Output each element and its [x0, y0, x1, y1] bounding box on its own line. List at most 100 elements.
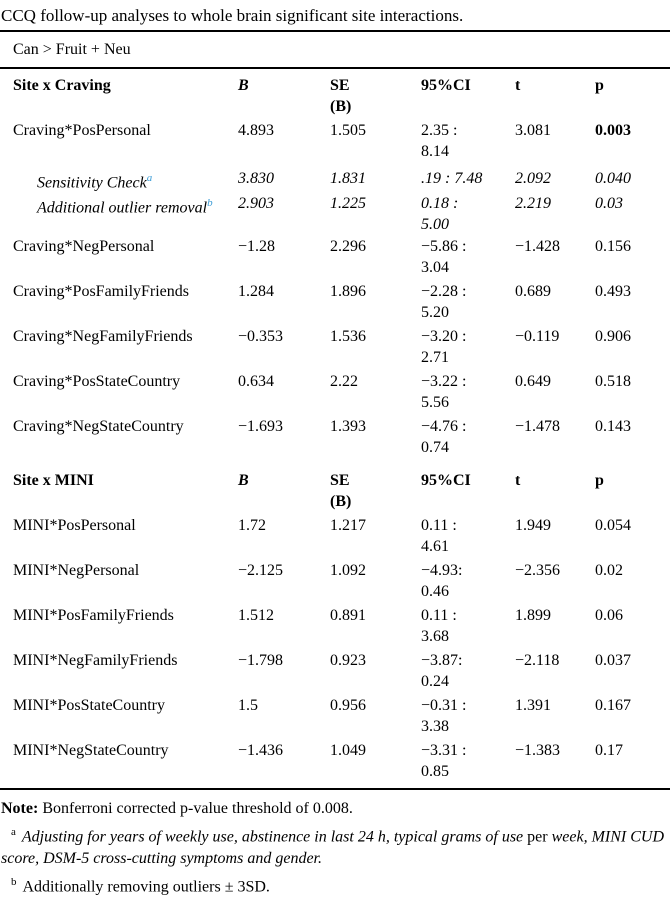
footnote-a-text: Adjusting for years of weekly use, absti… [21, 828, 524, 846]
ci-line2: 3.04 [421, 259, 449, 277]
cell-t: −0.119 [515, 328, 560, 346]
cell-b: 1.5 [238, 697, 258, 715]
ci-line1: −3.87: [421, 652, 463, 670]
cell-se: 0.956 [330, 697, 366, 715]
table-subrow-outlier: Additional outlier removalb 2.903 1.225 … [13, 193, 666, 235]
cell-ci: −2.28 : 5.20 [421, 281, 515, 323]
row-label: MINI*PosPersonal [13, 517, 136, 535]
col-header-se-line2: (B) [330, 493, 352, 511]
cell-ci: 0.11 : 3.68 [421, 605, 515, 647]
col-header-se-line1: SE [330, 77, 350, 94]
cell-t: 3.081 [515, 122, 551, 139]
cell-ci: 0.18 : 5.00 [421, 193, 515, 235]
table-row: Craving*PosPersonal 4.893 1.505 2.35 : 8… [13, 119, 666, 164]
cell-t: 1.391 [515, 697, 551, 715]
results-table: Site x Craving B SE (B) 95%CI t p Cravin… [0, 69, 670, 784]
cell-t: 2.092 [515, 170, 551, 187]
row-label: MINI*PosFamilyFriends [13, 607, 174, 625]
cell-ci: −4.76 : 0.74 [421, 416, 515, 458]
note-label: Note: [1, 800, 39, 818]
cell-t: 0.649 [515, 373, 551, 391]
cell-t: 1.949 [515, 517, 551, 535]
cell-se: 1.831 [330, 170, 366, 187]
footnote-a-text-2: week, MINI CUD score, DSM-5 cross-cuttin… [1, 828, 665, 867]
cell-b: 0.634 [238, 373, 274, 391]
row-label: Craving*NegFamilyFriends [13, 328, 193, 346]
footnote-b-marker: b [11, 875, 17, 888]
ci-line1: 0.11 : [421, 517, 457, 535]
cell-p: 0.03 [595, 195, 623, 213]
subrow-label-text: Additional outlier removal [37, 199, 208, 217]
ci-line1: 0.11 : [421, 607, 457, 625]
cell-se: 2.296 [330, 238, 366, 256]
footnote-b-text: Additionally removing outliers ± 3SD. [22, 877, 270, 895]
cell-b: 1.512 [238, 607, 274, 625]
cell-se: 0.923 [330, 652, 366, 670]
cell-p: 0.003 [595, 122, 631, 139]
section-header-craving: Site x Craving B SE (B) 95%CI t p [13, 69, 666, 119]
cell-ci: −3.31 : 0.85 [421, 740, 515, 782]
col-header-b: B [238, 77, 249, 94]
table-row: MINI*NegFamilyFriends −1.798 0.923 −3.87… [13, 649, 666, 694]
cell-ci: −3.20 : 2.71 [421, 326, 515, 368]
footnote-b-marker[interactable]: b [207, 197, 213, 210]
ci-line1: 0.18 : [421, 195, 459, 213]
ci-line2: 0.24 [421, 673, 449, 691]
ci-line1: −3.20 : [421, 328, 467, 346]
cell-p: 0.906 [595, 328, 631, 346]
cell-b: 4.893 [238, 122, 274, 139]
col-header-t: t [515, 77, 521, 94]
footnote-a-marker: a [11, 826, 16, 839]
cell-ci: −3.22 : 5.56 [421, 371, 515, 413]
cell-b: 2.903 [238, 195, 274, 213]
section-title: Site x Craving [13, 77, 111, 94]
cell-se: 2.22 [330, 373, 358, 391]
col-header-se-line2: (B) [330, 98, 352, 115]
cell-b: 1.72 [238, 517, 266, 535]
cell-se: 1.092 [330, 562, 366, 580]
section-title: Site x MINI [13, 472, 94, 490]
cell-t: 2.219 [515, 195, 551, 213]
cell-ci: .19 : 7.48 [421, 168, 515, 189]
table-caption: CCQ follow-up analyses to whole brain si… [1, 6, 464, 25]
ci-line1: −5.86 : [421, 238, 467, 256]
row-label: Craving*NegPersonal [13, 238, 155, 256]
cell-p: 0.156 [595, 238, 631, 256]
cell-b: 1.284 [238, 283, 274, 301]
table-row: Craving*PosStateCountry 0.634 2.22 −3.22… [13, 370, 666, 415]
col-header-ci: 95%CI [421, 472, 471, 490]
cell-se: 1.896 [330, 283, 366, 301]
ci-line2: 0.46 [421, 583, 449, 601]
table-row: MINI*PosFamilyFriends 1.512 0.891 0.11 :… [13, 604, 666, 649]
cell-ci: 0.11 : 4.61 [421, 515, 515, 557]
ci-line2: 0.85 [421, 763, 449, 781]
cell-b: 3.830 [238, 170, 274, 187]
cell-ci: 2.35 : 8.14 [421, 120, 515, 162]
col-header-p: p [595, 472, 604, 490]
row-label: MINI*PosStateCountry [13, 697, 165, 715]
ci-line2: 5.56 [421, 394, 449, 412]
table-row: MINI*PosPersonal 1.72 1.217 0.11 : 4.61 … [13, 514, 666, 559]
cell-p: 0.054 [595, 517, 631, 535]
cell-b: −1.436 [238, 742, 284, 760]
col-header-t: t [515, 472, 521, 490]
cell-p: 0.037 [595, 652, 631, 670]
table-row: Craving*NegStateCountry −1.693 1.393 −4.… [13, 415, 666, 460]
row-label: Craving*PosFamilyFriends [13, 283, 190, 301]
footnote-a-marker[interactable]: a [146, 172, 153, 184]
row-label: MINI*NegStateCountry [13, 742, 169, 760]
ci-line2: 5.20 [421, 304, 449, 322]
ci-line2: 3.38 [421, 718, 449, 736]
footnote-a-roman-word: per [523, 828, 552, 846]
cell-p: 0.493 [595, 283, 631, 301]
section-header-mini: Site x MINI B SE (B) 95%CI t p [13, 464, 666, 514]
col-header-b: B [238, 472, 249, 490]
table-row: Craving*NegFamilyFriends −0.353 1.536 −3… [13, 325, 666, 370]
cell-se: 1.225 [330, 195, 366, 213]
col-header-p: p [595, 77, 604, 94]
ci-line2: 4.61 [421, 538, 449, 556]
ci-line1: −4.76 : [421, 418, 467, 436]
cell-p: 0.167 [595, 697, 631, 715]
subrow-label-text: Sensitivity Check [37, 174, 147, 192]
row-label: MINI*NegFamilyFriends [13, 652, 178, 670]
